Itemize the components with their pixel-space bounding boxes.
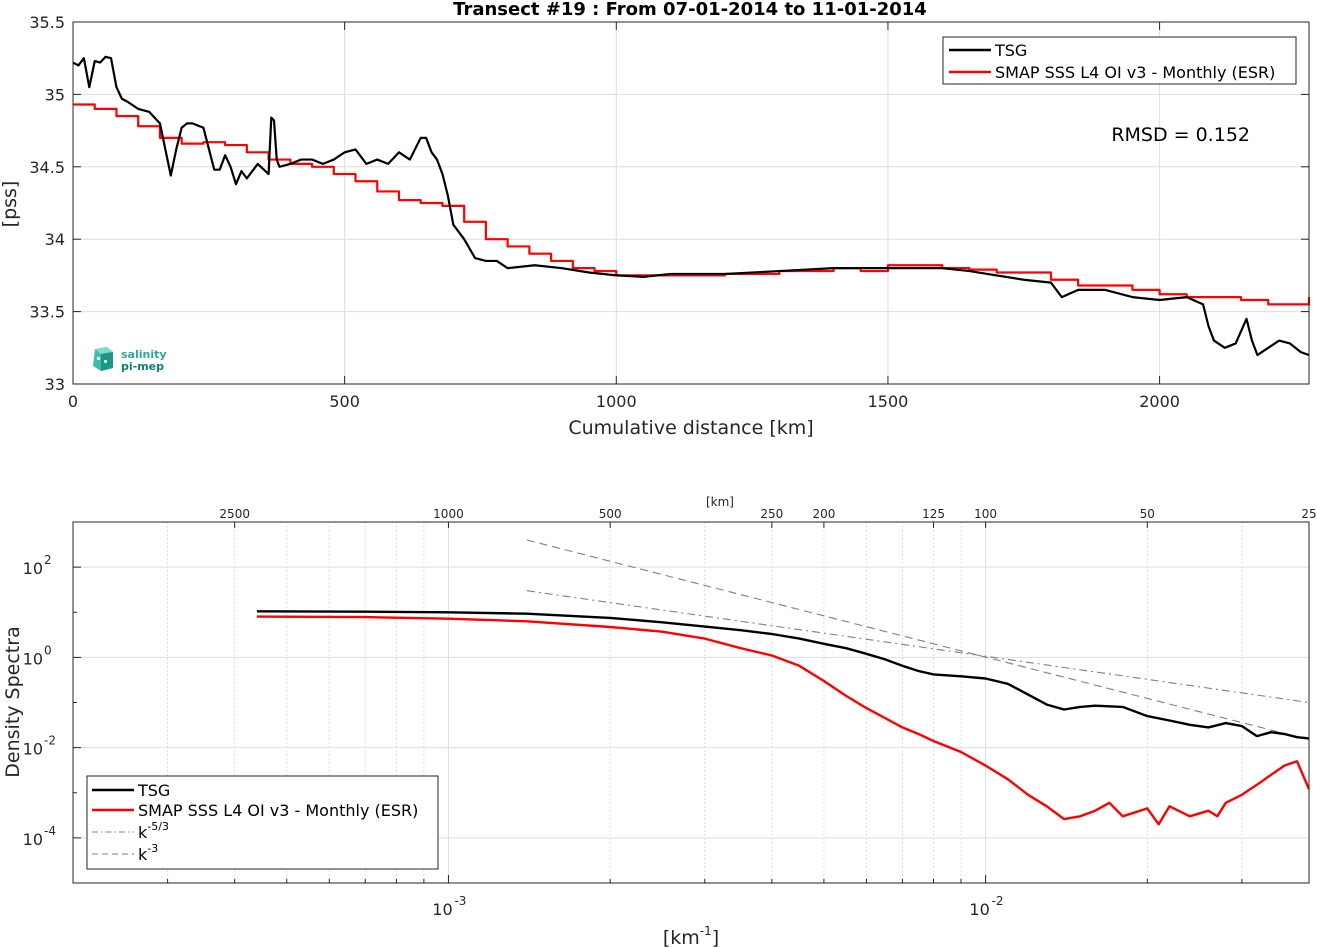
top-x-axis-label: Cumulative distance [km] [568, 417, 813, 439]
top-x-tick-label: 1500 [868, 392, 909, 411]
top-x-tick-label: 1000 [596, 392, 637, 411]
top-ticks: 0 500 1000 1500 2000 33 33.5 34 34.5 35 35.5 [29, 13, 1309, 411]
bottom-x-axis-label-sup: -1 [700, 924, 712, 938]
bottom-series-line-k-3 [526, 539, 1310, 741]
top-y-tick-label: 33.5 [29, 303, 65, 322]
top-series [72, 55, 1311, 357]
bottom-series-line-k-5-3 [526, 590, 1310, 704]
bottom-y-tick-exponent: -2 [44, 734, 56, 748]
bottom-legend-tsg-label: TSG [137, 781, 170, 800]
bottom-top-tick-label: 1000 [433, 507, 464, 521]
k3-exponent: -3 [147, 842, 158, 855]
bottom-y-tick-label: 10 [23, 649, 43, 668]
top-axis-label: [km] [706, 495, 734, 509]
top-y-tick-label: 34 [45, 230, 65, 249]
bottom-legend-k3-label: k-3 [138, 842, 158, 864]
bottom-y-axis-label: Density Spectra [2, 626, 24, 777]
bottom-series-line-tsg [256, 610, 1310, 740]
bottom-y-tick-label: 10 [23, 740, 43, 759]
bottom-top-tick-label: 125 [922, 507, 945, 521]
bottom-top-tick-label: 25 [1301, 507, 1316, 521]
top-y-axis-label: [pss] [0, 181, 21, 228]
bottom-top-tick-label: 100 [974, 507, 997, 521]
bottom-x-axis-label: [km-1] [663, 924, 719, 948]
rmsd-annotation: RMSD = 0.152 [1111, 124, 1250, 146]
top-y-tick-label: 34.5 [29, 158, 65, 177]
bottom-x-tick-label: 10 [432, 900, 452, 919]
salinity-pi-mep-logo: salinity pi-mep [93, 347, 167, 373]
bottom-y-tick-exponent: 0 [44, 643, 52, 657]
bottom-x-axis-label-main: [km [663, 927, 700, 948]
logo-text-line2: pi-mep [121, 360, 164, 373]
bottom-x-tick-exponent: -2 [992, 894, 1004, 908]
top-legend-smap-label: SMAP SSS L4 OI v3 - Monthly (ESR) [995, 63, 1275, 82]
top-y-tick-label: 35 [45, 85, 65, 104]
bottom-legend-box [86, 775, 439, 870]
bottom-legend-smap-label: SMAP SSS L4 OI v3 - Monthly (ESR) [138, 801, 418, 820]
salinity-transect-chart: Transect #19 : From 07-01-2014 to 11-01-… [0, 0, 1311, 439]
logo-cube-icon [93, 347, 113, 371]
top-series-line-tsg [72, 55, 1310, 357]
bottom-top-tick-label: 200 [812, 507, 835, 521]
top-legend: TSG SMAP SSS L4 OI v3 - Monthly (ESR) [942, 36, 1297, 85]
bottom-top-tick-label: 2500 [219, 507, 250, 521]
top-y-tick-label: 35.5 [29, 13, 65, 32]
bottom-y-tick-exponent: 2 [44, 553, 52, 567]
logo-text-line1: salinity [121, 348, 167, 361]
bottom-top-tick-label: 50 [1140, 507, 1155, 521]
bottom-y-tick-exponent: -4 [44, 824, 56, 838]
bottom-x-tick-exponent: -3 [454, 894, 466, 908]
bottom-legend: TSG SMAP SSS L4 OI v3 - Monthly (ESR) k-… [86, 775, 439, 870]
top-x-tick-label: 500 [329, 392, 360, 411]
k53-base: k [138, 823, 148, 842]
bottom-y-tick-label: 10 [23, 559, 43, 578]
chart-title: Transect #19 : From 07-01-2014 to 11-01-… [453, 0, 927, 20]
bottom-top-tick-label: 250 [760, 507, 783, 521]
top-series-line-smap [73, 103, 1311, 306]
bottom-series [256, 539, 1311, 826]
bottom-top-tick-label: 500 [599, 507, 622, 521]
top-x-tick-label: 2000 [1139, 392, 1180, 411]
bottom-x-tick-label: 10 [969, 900, 989, 919]
top-x-tick-label: 0 [68, 392, 78, 411]
top-legend-tsg-label: TSG [994, 41, 1027, 60]
top-y-tick-label: 33 [45, 375, 65, 394]
top-plot-frame [72, 21, 1310, 385]
bottom-x-axis-label-suffix: ] [712, 927, 719, 948]
bottom-legend-k53-label: k-5/3 [138, 820, 169, 842]
top-legend-box [942, 36, 1297, 85]
k3-base: k [138, 845, 148, 864]
k53-exponent: -5/3 [147, 820, 169, 833]
bottom-y-tick-label: 10 [23, 830, 43, 849]
bottom-series-line-smap [256, 615, 1311, 826]
